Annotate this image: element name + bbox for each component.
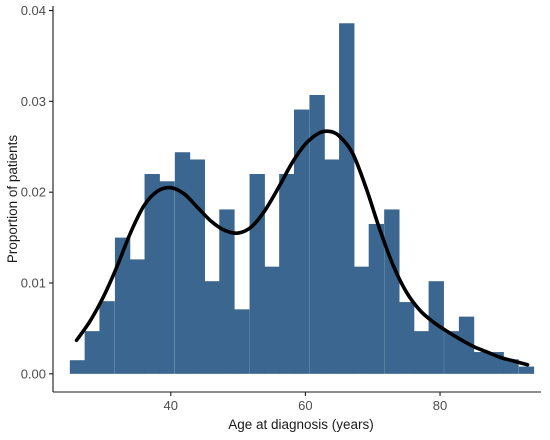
- histogram-bar: [99, 301, 115, 374]
- histogram-bar: [339, 23, 355, 374]
- x-axis-title: Age at diagnosis (years): [228, 417, 374, 432]
- histogram-bar: [219, 209, 235, 374]
- histogram-bar: [368, 223, 385, 374]
- y-tick-label: 0.04: [21, 3, 46, 18]
- histogram-bar: [279, 174, 295, 374]
- histogram-bar: [189, 159, 205, 374]
- histogram-bar: [174, 152, 191, 374]
- histogram-bar: [114, 237, 131, 374]
- histogram-bar: [264, 266, 280, 374]
- x-tick-label: 80: [433, 398, 447, 413]
- y-tick-label: 0.03: [21, 94, 46, 109]
- y-tick-label: 0.01: [21, 276, 46, 291]
- histogram-bar: [444, 331, 460, 374]
- y-tick-label: 0.02: [21, 185, 46, 200]
- axes-layer: 0.00 0.01 0.02 0.03 0.04 40 60 80: [21, 3, 541, 413]
- histogram-bar: [249, 174, 265, 374]
- histogram-bar: [234, 309, 250, 374]
- histogram-bar: [324, 159, 340, 374]
- histogram-bar: [204, 281, 220, 374]
- density-curve-layer: [74, 129, 530, 367]
- histogram-bar: [159, 181, 175, 374]
- histogram-bar: [293, 109, 310, 374]
- histogram-bar: [384, 209, 400, 374]
- histogram-bar: [144, 174, 160, 374]
- histogram-bar: [69, 360, 86, 374]
- histogram-bar: [398, 302, 415, 374]
- histogram-bar: [129, 259, 146, 374]
- histogram-bar: [353, 266, 370, 374]
- histogram-bar: [84, 331, 100, 374]
- density-curve-line: [74, 129, 530, 367]
- histogram-bar: [413, 331, 430, 374]
- x-tick-label: 40: [164, 398, 178, 413]
- histogram-bar: [428, 281, 444, 374]
- histogram-bar: [309, 95, 325, 374]
- x-tick-label: 60: [298, 398, 312, 413]
- y-axis-title: Proportion of patients: [5, 135, 20, 264]
- y-tick-label: 0.00: [21, 366, 46, 381]
- histogram-bar: [473, 352, 490, 374]
- histogram-bar: [518, 366, 535, 374]
- histogram-bar: [458, 316, 475, 374]
- bars-layer: [69, 23, 535, 374]
